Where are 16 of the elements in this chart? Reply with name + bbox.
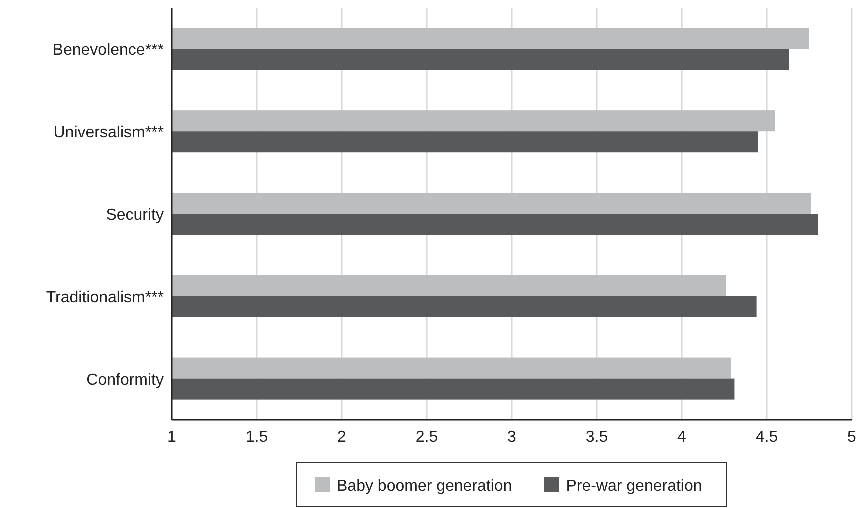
- x-tick-label: 5: [848, 429, 857, 446]
- legend-label: Baby boomer generation: [337, 478, 512, 495]
- x-tick-label: 2: [338, 429, 347, 446]
- x-tick-label: 1.5: [246, 429, 268, 446]
- y-tick-label: Traditionalism***: [46, 289, 164, 306]
- x-tick-label: 3: [508, 429, 517, 446]
- x-tick-label: 1: [168, 429, 177, 446]
- x-tick-label: 4: [678, 429, 687, 446]
- x-tick-label: 2.5: [416, 429, 438, 446]
- x-tick-label: 3.5: [586, 429, 608, 446]
- x-tick-label: 4.5: [756, 429, 778, 446]
- y-tick-label: Security: [106, 207, 164, 224]
- y-tick-label: Universalism***: [54, 124, 164, 142]
- y-tick-label: Benevolence***: [52, 42, 164, 60]
- legend-label: Pre-war generation: [566, 478, 702, 495]
- y-tick-label: Conformity: [86, 372, 164, 389]
